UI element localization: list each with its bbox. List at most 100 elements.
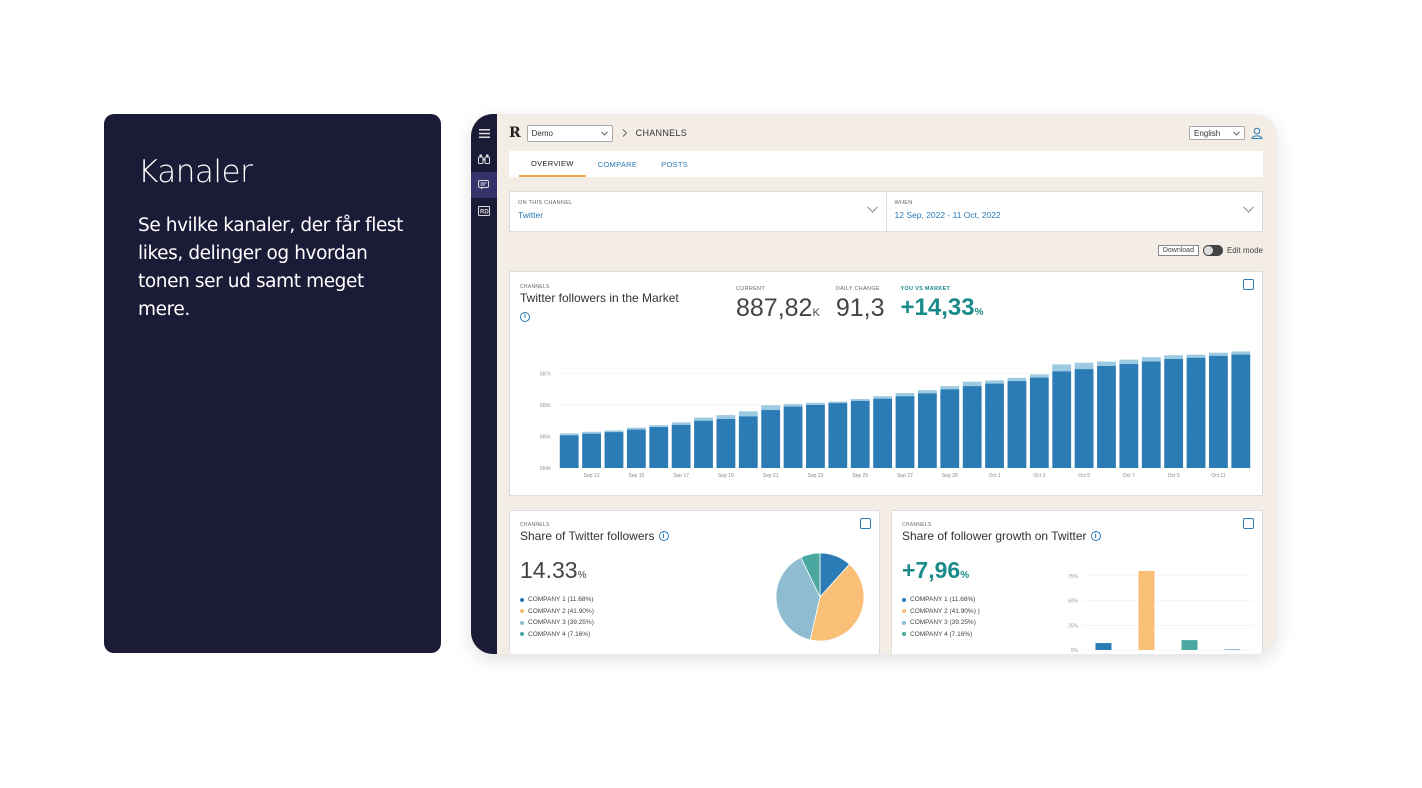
legend-swatch <box>520 597 524 602</box>
date-filter[interactable]: WHEN 12 Sep, 2022 - 11 Oct, 2022 <box>885 192 1263 231</box>
chart-expand-icon[interactable] <box>1243 518 1254 529</box>
bar <box>1138 571 1155 650</box>
y-tick-label: 886k <box>540 403 551 409</box>
y-tick-label: 0% <box>1071 648 1079 654</box>
edit-mode-label: Edit mode <box>1226 246 1263 255</box>
app-logo: R <box>509 125 521 141</box>
bar-segment-growth <box>962 381 982 387</box>
x-tick-label: Oct 11 <box>1211 473 1226 479</box>
bar <box>828 403 848 468</box>
bar <box>1181 640 1198 650</box>
chart-expand-icon[interactable] <box>860 518 871 529</box>
legend-item: COMPANY 4 (7.16%) <box>520 631 669 638</box>
growth-bar-chart: 75% 50% 25% 0% <box>1068 571 1254 654</box>
app-window: RD R Demo CHANNELS English OVERVIEW COMP… <box>471 114 1277 654</box>
bar <box>850 400 870 468</box>
kpi-daily-label: DAILY CHANGE <box>835 286 880 292</box>
chevron-down-icon <box>866 206 878 213</box>
info-icon[interactable]: i <box>658 531 669 541</box>
legend-item: COMPANY 3 (39.25%) <box>520 619 669 626</box>
workspace-value: Demo <box>531 128 553 138</box>
user-icon[interactable] <box>1251 127 1263 139</box>
y-tick-label: 887k <box>540 372 551 378</box>
toolbar: Download Edit mode <box>1157 245 1263 256</box>
bar <box>671 424 691 468</box>
bar <box>1095 643 1112 650</box>
bar <box>1164 359 1184 468</box>
top-bar: R Demo CHANNELS English <box>509 124 1263 142</box>
bar <box>1097 365 1116 468</box>
kpi-vs-label: YOU VS MARKET <box>900 286 951 292</box>
chevron-down-icon <box>1243 206 1254 213</box>
x-tick-label: Oct 5 <box>1078 473 1090 479</box>
followers-card: CHANNELS Twitter followers in the Market… <box>509 271 1263 496</box>
bar-segment-growth <box>1097 361 1116 366</box>
x-tick-label: Oct 1 <box>989 473 1001 479</box>
bar <box>962 386 982 468</box>
x-tick-label: Oct 9 <box>1168 473 1180 479</box>
date-filter-value: 12 Sep, 2022 - 11 Oct, 2022 <box>894 210 1001 220</box>
bar-segment-growth <box>806 402 825 405</box>
y-tick-label: 75% <box>1068 574 1079 580</box>
tab-overview[interactable]: OVERVIEW <box>519 151 586 177</box>
bar-segment-growth <box>1141 357 1161 362</box>
bar <box>761 410 781 468</box>
tab-posts[interactable]: POSTS <box>661 159 689 169</box>
followers-bar-chart: 887k 886k 885k 884k Sep 13 Sep 15 Sep 17 Sep 19… <box>540 351 1252 479</box>
share-pie-chart <box>775 552 865 642</box>
share-legend: COMPANY 1 (11.68%) COMPANY 2 (41.90%) CO… <box>520 596 669 638</box>
y-tick-label: 25% <box>1068 623 1079 629</box>
bar <box>1141 361 1161 468</box>
download-button[interactable]: Download <box>1157 245 1199 256</box>
bar-segment-growth <box>1231 351 1251 355</box>
bar-segment-growth <box>1164 355 1184 360</box>
bar-segment-growth <box>582 431 601 434</box>
pie-slice <box>800 552 821 598</box>
bar <box>738 416 758 468</box>
bar-segment-growth <box>1186 354 1206 358</box>
bar <box>694 420 713 468</box>
x-tick-label: Sep 13 <box>584 473 600 479</box>
binoculars-icon[interactable] <box>471 146 497 172</box>
bar <box>1029 377 1049 468</box>
chevron-down-icon <box>1233 130 1240 136</box>
channels-chat-icon[interactable] <box>471 172 497 198</box>
bar <box>985 383 1004 468</box>
bar <box>783 406 803 468</box>
language-select[interactable]: English <box>1189 126 1245 140</box>
x-tick-label: Sep 25 <box>852 473 868 479</box>
bar-segment-growth <box>828 401 848 404</box>
chevron-right-icon <box>622 129 627 137</box>
bar <box>806 405 825 468</box>
bar-segment-growth <box>761 405 781 411</box>
card-title: Share of Twitter followers <box>520 529 655 543</box>
bar-segment-growth <box>917 390 937 394</box>
legend-item: COMPANY 3 (39.25%) <box>902 619 1101 626</box>
report-icon[interactable]: RD <box>471 198 497 224</box>
y-tick-label: 50% <box>1068 599 1079 605</box>
bar-segment-growth <box>1209 352 1228 356</box>
bar <box>1186 357 1206 468</box>
info-icon[interactable]: i <box>1090 531 1101 541</box>
bar <box>604 432 624 468</box>
menu-icon[interactable] <box>471 120 497 146</box>
bar-segment-growth <box>940 386 960 390</box>
edit-mode-toggle[interactable] <box>1202 245 1223 256</box>
workspace-select[interactable]: Demo <box>526 124 613 142</box>
share-unit: % <box>577 570 587 581</box>
x-tick-label: Sep 23 <box>808 473 824 479</box>
channel-filter-value: Twitter <box>518 210 544 220</box>
chart-expand-icon[interactable] <box>1243 279 1254 290</box>
language-value: English <box>1194 128 1221 138</box>
info-icon[interactable]: i <box>520 311 530 322</box>
pie-slice <box>775 556 821 641</box>
bar <box>626 429 646 468</box>
channel-filter-label: ON THIS CHANNEL <box>518 200 573 206</box>
bar <box>1074 369 1094 468</box>
tab-compare[interactable]: COMPARE <box>597 159 638 169</box>
channel-filter[interactable]: ON THIS CHANNEL Twitter <box>510 192 886 231</box>
kpi-vs-value: +14,33 <box>900 294 975 321</box>
legend-item: COMPANY 4 (7.16%) <box>902 631 1101 638</box>
legend-swatch <box>520 632 524 636</box>
bar <box>559 435 579 468</box>
